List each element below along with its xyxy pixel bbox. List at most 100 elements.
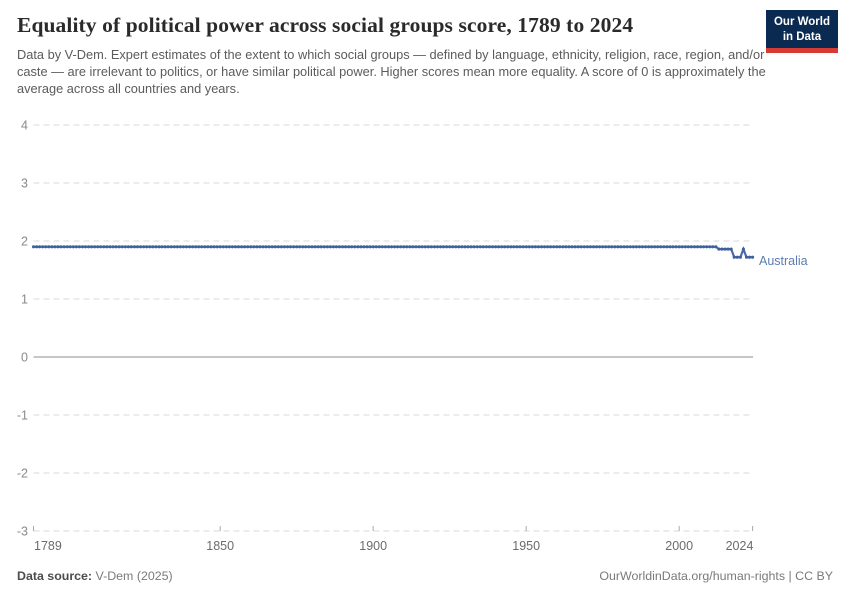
- data-point: [521, 245, 525, 249]
- data-point: [683, 245, 687, 249]
- data-point: [643, 245, 648, 249]
- data-point: [481, 245, 485, 249]
- data-point: [747, 255, 752, 259]
- australia-series-line[interactable]: [33, 245, 753, 259]
- data-point: [579, 245, 583, 249]
- data-point: [561, 245, 565, 249]
- data-point: [292, 245, 296, 249]
- data-point: [304, 245, 308, 249]
- data-point: [487, 245, 491, 249]
- data-point: [512, 245, 516, 249]
- data-point: [610, 245, 614, 249]
- data-point: [172, 245, 176, 249]
- data-point: [135, 245, 140, 249]
- logo-line-2: in Data: [782, 30, 822, 43]
- data-point: [255, 245, 259, 249]
- data-point: [441, 245, 446, 249]
- data-point: [714, 245, 718, 249]
- data-point: [741, 247, 745, 251]
- data-point: [151, 245, 155, 249]
- data-point: [154, 245, 158, 249]
- data-point: [622, 245, 626, 249]
- data-point: [647, 245, 651, 249]
- data-point: [258, 245, 262, 249]
- data-point: [549, 245, 553, 249]
- data-point: [386, 245, 391, 249]
- data-point: [41, 245, 45, 249]
- data-point: [509, 245, 513, 249]
- data-point: [417, 245, 421, 249]
- data-point: [490, 245, 495, 249]
- data-point: [435, 245, 439, 249]
- chart-subtitle: Data by V-Dem. Expert estimates of the e…: [17, 47, 766, 96]
- data-point: [129, 245, 133, 249]
- data-point: [264, 245, 268, 249]
- data-point: [249, 245, 253, 249]
- data-point: [720, 247, 724, 251]
- data-point: [484, 245, 488, 249]
- data-point: [230, 245, 234, 249]
- data-point: [472, 245, 476, 249]
- data-point: [542, 245, 547, 249]
- data-point: [594, 245, 599, 249]
- data-point: [625, 245, 629, 249]
- data-point: [374, 245, 378, 249]
- x-axis-label: 1900: [359, 539, 387, 553]
- data-point: [344, 245, 348, 249]
- data-point: [93, 245, 97, 249]
- data-point: [181, 245, 185, 249]
- data-point: [527, 245, 531, 249]
- data-point: [102, 245, 106, 249]
- data-point: [331, 245, 335, 249]
- data-point: [365, 245, 369, 249]
- data-point: [356, 245, 360, 249]
- data-point: [288, 245, 293, 249]
- x-axis-label: 2024: [726, 539, 754, 553]
- data-point: [142, 245, 146, 249]
- data-point: [546, 245, 550, 249]
- data-point: [65, 245, 69, 249]
- y-axis-label: 3: [21, 177, 28, 191]
- data-point: [699, 245, 703, 249]
- data-point: [463, 245, 467, 249]
- data-point: [295, 245, 299, 249]
- data-point: [105, 245, 109, 249]
- data-point: [163, 245, 167, 249]
- data-point: [310, 245, 314, 249]
- series-entity-label[interactable]: Australia: [759, 254, 808, 268]
- x-axis-label: 1850: [206, 539, 234, 553]
- data-point: [598, 245, 602, 249]
- data-point: [570, 245, 574, 249]
- data-point: [298, 245, 302, 249]
- data-point: [47, 245, 51, 249]
- data-point: [717, 247, 721, 251]
- data-point: [500, 245, 504, 249]
- line-chart[interactable]: 4 3 2 1 0 -1 -2 -3 1789 1850 1900 1950 2000 2024 Austr…: [0, 110, 850, 560]
- data-point: [111, 245, 115, 249]
- data-point: [371, 245, 375, 249]
- data-point: [613, 245, 617, 249]
- data-point: [533, 245, 537, 249]
- owid-logo[interactable]: Our World in Data: [765, 10, 838, 53]
- data-point: [503, 245, 507, 249]
- data-source: Data source: V-Dem (2025): [17, 569, 173, 583]
- line-chart-canvas[interactable]: 4 3 2 1 0 -1 -2 -3 1789 1850 1900 1950 2000 2024 Austr…: [0, 110, 850, 560]
- data-point: [347, 245, 351, 249]
- data-point: [518, 245, 522, 249]
- data-point: [552, 245, 556, 249]
- data-point: [90, 245, 94, 249]
- data-point: [576, 245, 580, 249]
- data-point: [705, 245, 709, 249]
- data-point: [567, 245, 571, 249]
- data-point: [56, 245, 60, 249]
- data-point: [87, 245, 91, 249]
- data-point: [631, 245, 635, 249]
- data-point: [71, 245, 75, 249]
- credit-link[interactable]: OurWorldinData.org/human-rights | CC BY: [599, 569, 833, 583]
- data-point: [524, 245, 528, 249]
- data-point: [68, 245, 72, 249]
- y-axis-label: 0: [21, 351, 28, 365]
- data-point: [328, 245, 332, 249]
- data-point: [169, 245, 173, 249]
- data-point: [114, 245, 118, 249]
